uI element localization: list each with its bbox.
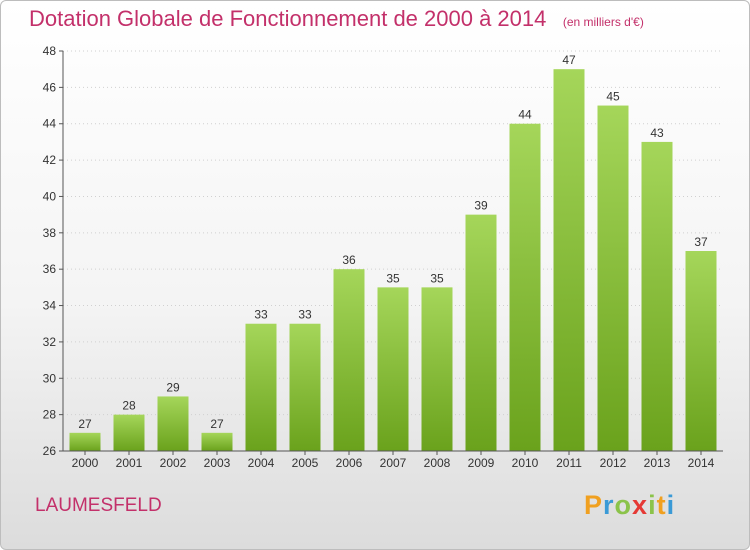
bar-value-label: 28	[122, 399, 136, 413]
y-tick-label: 44	[43, 117, 57, 131]
title-row: Dotation Globale de Fonctionnement de 20…	[29, 6, 644, 32]
bar	[333, 269, 365, 451]
bar-value-label: 36	[342, 253, 356, 267]
axes: 26 28 30 32 34 36 38 40 42 44 46 48 2000 2001 2002 2003…	[43, 44, 723, 470]
bar-value-label: 39	[474, 199, 488, 213]
x-tick-label: 2001	[116, 456, 143, 470]
logo-letter: i	[666, 490, 676, 520]
bar-value-label: 45	[606, 90, 620, 104]
bar	[69, 432, 101, 451]
x-tick-label: 2000	[72, 456, 99, 470]
bar-value-label: 44	[518, 108, 532, 122]
x-tick-label: 2006	[336, 456, 363, 470]
y-tick-label: 46	[43, 80, 57, 94]
x-tick-label: 2012	[600, 456, 627, 470]
bar-value-label: 33	[298, 308, 312, 322]
y-tick-label: 32	[43, 335, 57, 349]
x-tick-label: 2005	[292, 456, 319, 470]
y-tick-label: 28	[43, 408, 57, 422]
bar-value-label: 35	[430, 271, 444, 285]
bar	[201, 432, 233, 451]
bar	[421, 287, 453, 451]
bar	[509, 123, 541, 452]
bar	[553, 69, 585, 451]
y-tick-label: 36	[43, 262, 57, 276]
bar	[289, 323, 321, 451]
x-tick-label: 2007	[380, 456, 407, 470]
x-tick-label: 2010	[512, 456, 539, 470]
bars: 27 28 29 27 33 33 36 35 35 39 44 47 45 43 37	[69, 53, 717, 452]
bar-value-label: 27	[210, 417, 224, 431]
bar	[685, 251, 717, 451]
y-tick-label: 34	[43, 299, 57, 313]
proxiti-logo: Proxiti	[584, 490, 675, 521]
x-tick-label: 2013	[644, 456, 671, 470]
x-tick-label: 2011	[556, 456, 582, 470]
logo-letter: P	[584, 490, 604, 520]
y-tick-label: 38	[43, 226, 57, 240]
logo-letter: r	[603, 490, 615, 520]
bar	[377, 287, 409, 451]
logo-letter: x	[632, 490, 649, 520]
x-tick-label: 2002	[160, 456, 187, 470]
bar	[641, 141, 673, 451]
bar-value-label: 27	[78, 417, 92, 431]
x-tick-label: 2014	[688, 456, 715, 470]
bar	[157, 396, 189, 451]
chart-unit: (en milliers d'€)	[562, 15, 644, 29]
x-tick-label: 2008	[424, 456, 451, 470]
commune-name: LAUMESFELD	[35, 495, 162, 516]
chart-title: Dotation Globale de Fonctionnement de 20…	[29, 6, 547, 31]
bar	[113, 414, 145, 451]
bar	[597, 105, 629, 451]
y-tick-label: 30	[43, 371, 57, 385]
logo-letter: t	[656, 490, 667, 520]
x-tick-label: 2009	[468, 456, 495, 470]
bar-value-label: 47	[562, 53, 576, 67]
bar-value-label: 43	[650, 126, 664, 140]
bar-value-label: 37	[694, 235, 708, 249]
bar-value-label: 29	[166, 380, 180, 394]
x-tick-label: 2003	[204, 456, 231, 470]
y-tick-label: 40	[43, 189, 57, 203]
bar-value-label: 35	[386, 271, 400, 285]
logo-letter: i	[648, 490, 657, 520]
bar-value-label: 33	[254, 308, 268, 322]
y-tick-label: 48	[43, 44, 57, 58]
bar	[465, 214, 497, 451]
y-tick-label: 26	[43, 444, 57, 458]
y-tick-label: 42	[43, 153, 57, 167]
logo-letter: o	[614, 490, 633, 520]
bar	[245, 323, 277, 451]
x-tick-label: 2004	[248, 456, 275, 470]
